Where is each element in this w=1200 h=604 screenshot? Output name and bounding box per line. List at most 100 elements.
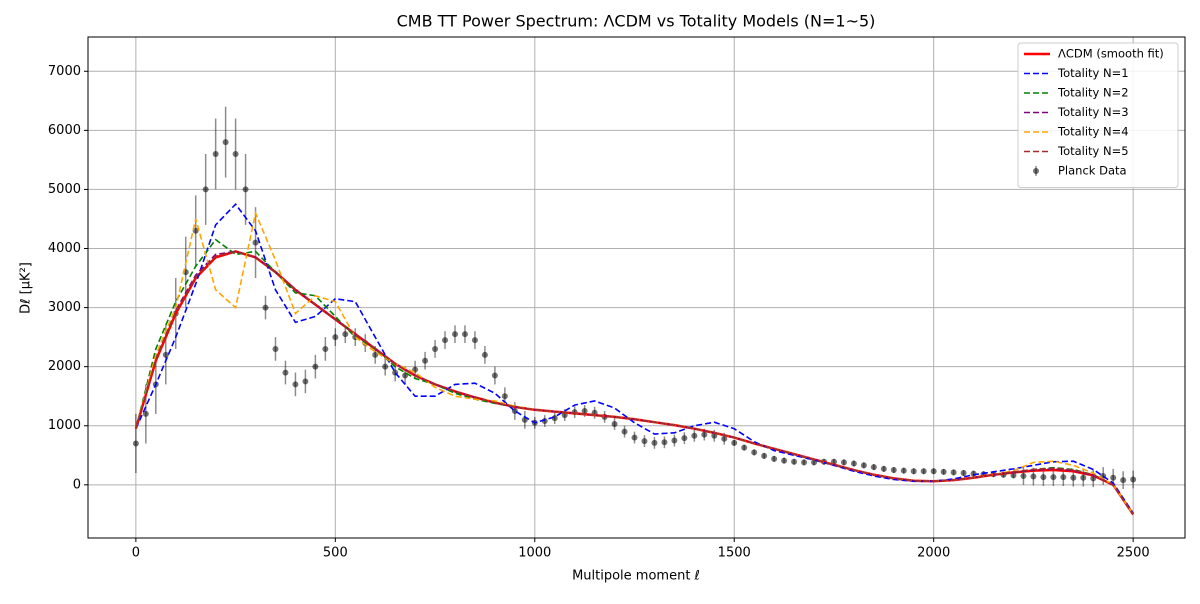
plot-frame (87, 36, 1186, 539)
x-tick-label: 2000 (917, 546, 950, 561)
data-point (611, 420, 618, 427)
data-point (860, 462, 867, 469)
data-point (671, 437, 678, 444)
data-point (302, 378, 309, 385)
legend-label: Totality N=4 (1057, 125, 1129, 139)
data-point (1130, 476, 1137, 483)
data-point (1050, 474, 1057, 481)
data-point (461, 331, 468, 338)
data-point (242, 186, 249, 193)
data-point (212, 150, 219, 157)
x-tick-label: 2500 (1117, 546, 1150, 561)
chart-title: CMB TT Power Spectrum: ΛCDM vs Totality … (397, 12, 876, 31)
legend-label: ΛCDM (smooth fit) (1058, 47, 1164, 61)
data-point (202, 186, 209, 193)
data-point (292, 381, 299, 388)
data-point (1030, 473, 1037, 480)
data-point (801, 459, 808, 466)
data-point (142, 410, 149, 417)
data-point (721, 435, 728, 442)
x-tick-label: 500 (323, 546, 348, 561)
data-point (1070, 474, 1077, 481)
legend-label: Totality N=5 (1057, 144, 1129, 158)
data-point (451, 331, 458, 338)
legend-label: Planck Data (1058, 164, 1127, 178)
data-point (1010, 472, 1017, 479)
data-point (761, 452, 768, 459)
data-point (491, 372, 498, 379)
data-point (1060, 474, 1067, 481)
data-point (312, 363, 319, 370)
data-point (880, 465, 887, 472)
y-tick-label: 0 (73, 477, 81, 492)
data-point (132, 440, 139, 447)
data-point (890, 467, 897, 474)
y-tick-label: 5000 (48, 182, 81, 197)
data-point (372, 351, 379, 358)
data-point (342, 331, 349, 338)
data-point (222, 139, 229, 146)
legend-swatch (1033, 168, 1039, 174)
plot-area (132, 106, 1137, 516)
x-axis-label: Multipole moment ℓ (572, 569, 700, 584)
data-point (471, 337, 478, 344)
data-point (252, 239, 259, 246)
grid (88, 37, 1185, 538)
y-tick-label: 7000 (48, 64, 81, 79)
y-tick-label: 4000 (48, 241, 81, 256)
data-point (870, 464, 877, 471)
data-point (920, 468, 927, 475)
data-point (432, 345, 439, 352)
data-point (1110, 474, 1117, 481)
data-point (1040, 474, 1047, 481)
y-tick-label: 2000 (48, 359, 81, 374)
y-tick-label: 6000 (48, 123, 81, 138)
data-point (850, 460, 857, 467)
data-point (322, 345, 329, 352)
data-point (970, 470, 977, 477)
data-point (162, 351, 169, 358)
data-point (771, 455, 778, 462)
data-point (731, 439, 738, 446)
y-axis-label: Dℓ [μK²] (19, 262, 34, 314)
y-tick-label: 3000 (48, 300, 81, 315)
data-point (1020, 472, 1027, 479)
x-tick-label: 0 (132, 546, 140, 561)
data-point (910, 468, 917, 475)
data-point (481, 351, 488, 358)
data-point (631, 434, 638, 441)
data-point (332, 334, 339, 341)
data-point (581, 407, 588, 414)
data-point (232, 150, 239, 157)
data-point (781, 457, 788, 464)
legend-label: Totality N=2 (1057, 86, 1129, 100)
data-point (501, 393, 508, 400)
data-point (691, 432, 698, 439)
data-point (641, 438, 648, 445)
data-point (930, 468, 937, 475)
data-point (940, 468, 947, 475)
x-tick-label: 1000 (518, 546, 551, 561)
y-tick-label: 1000 (48, 418, 81, 433)
data-point (1080, 474, 1087, 481)
data-point (1120, 477, 1127, 484)
legend-label: Totality N=1 (1057, 66, 1129, 80)
data-point (741, 444, 748, 451)
data-point (661, 439, 668, 446)
data-point (382, 363, 389, 370)
data-point (422, 357, 429, 364)
x-tick-label: 1500 (718, 546, 751, 561)
data-point (751, 449, 758, 456)
data-point (950, 469, 957, 476)
legend-box (1017, 42, 1179, 188)
series-line (135, 250, 1134, 515)
data-point (960, 470, 967, 477)
data-point (701, 431, 708, 438)
series-line (135, 202, 1134, 514)
data-point (900, 467, 907, 474)
data-point (272, 345, 279, 352)
data-point (621, 428, 628, 435)
data-point (791, 458, 798, 465)
